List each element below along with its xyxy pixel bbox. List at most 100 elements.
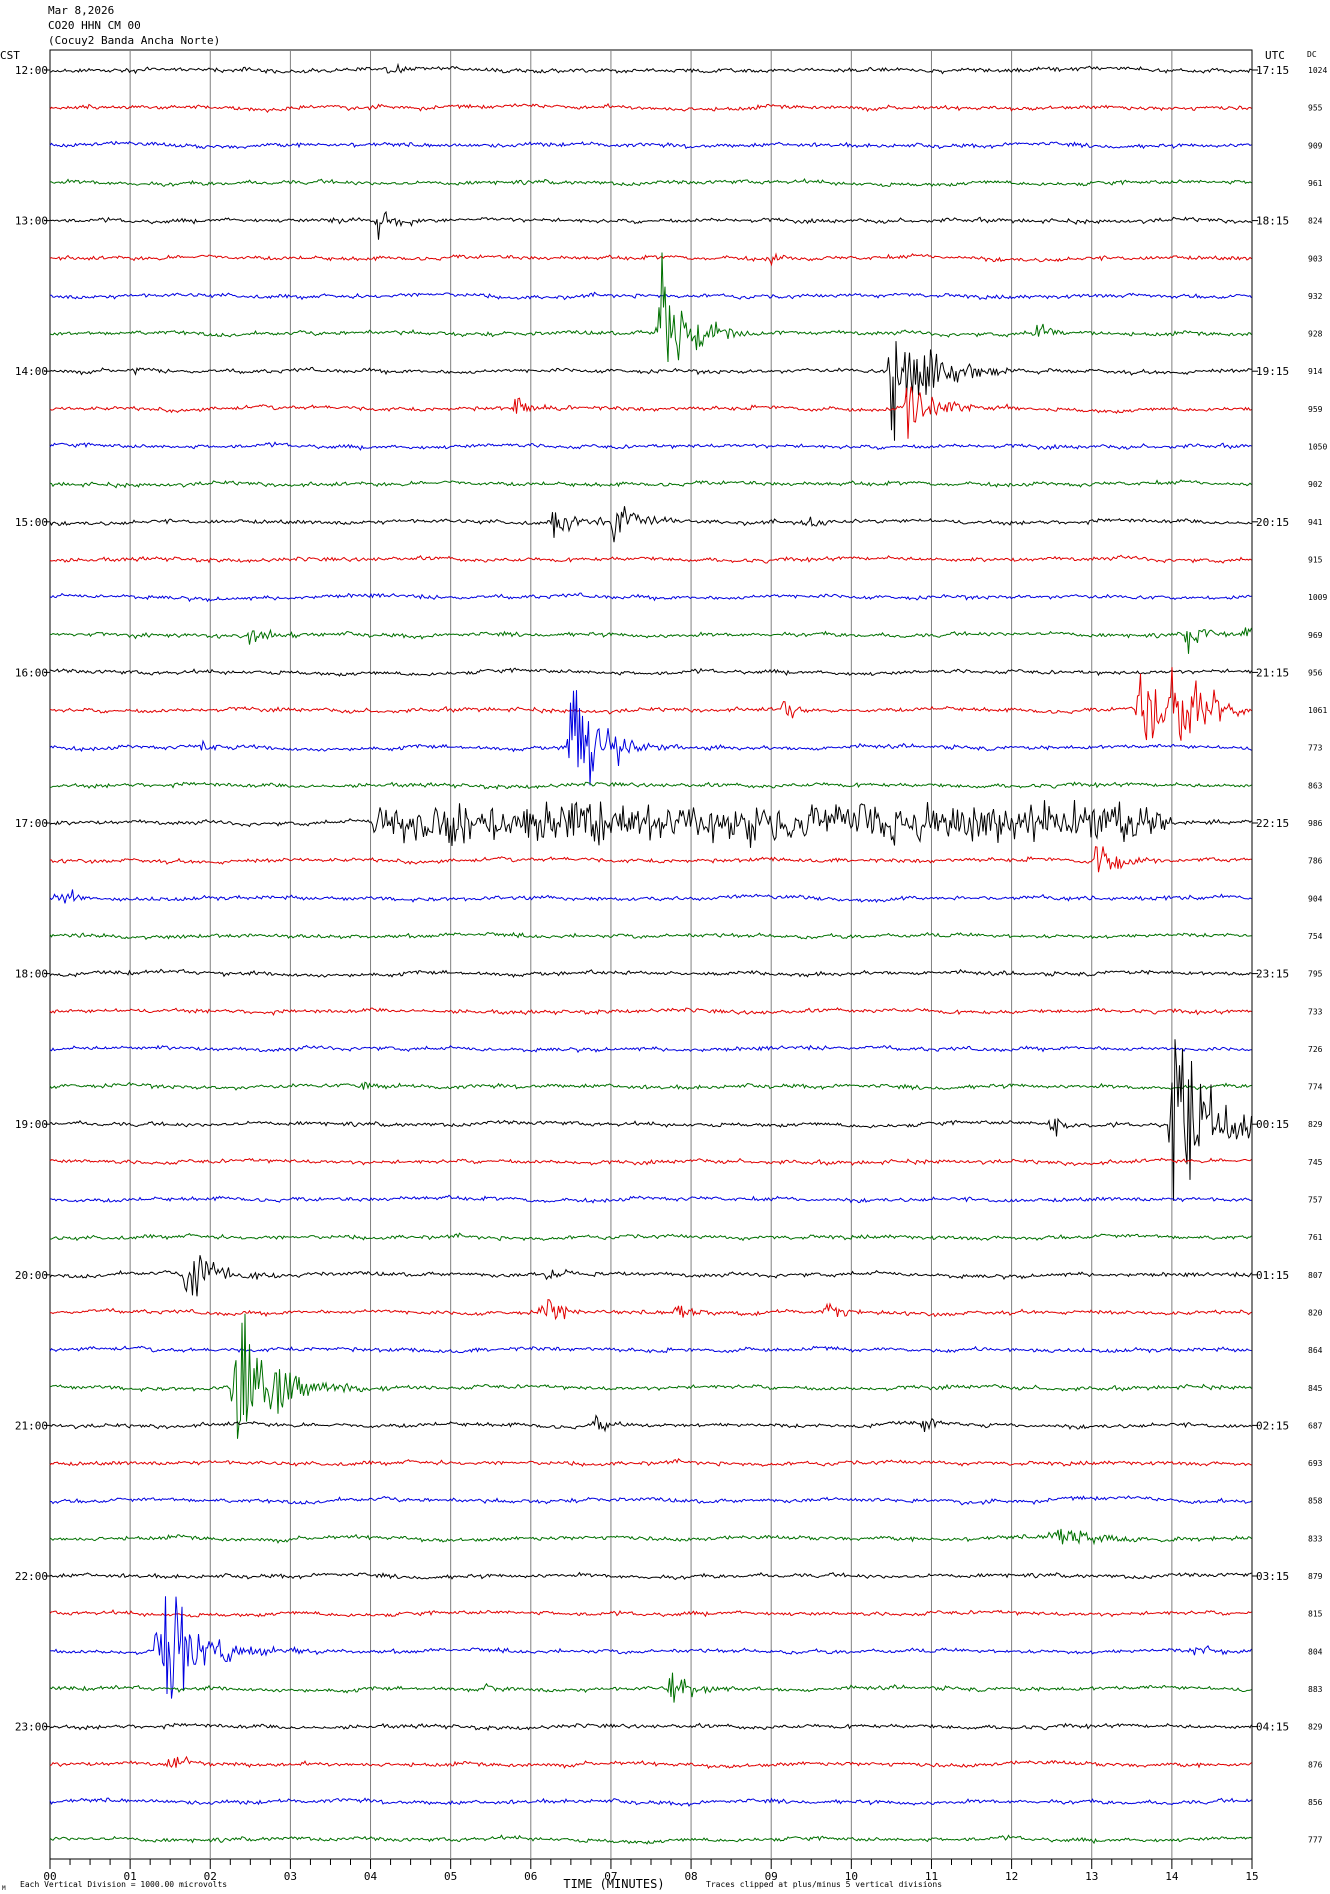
x-tick-label: 11 bbox=[925, 1870, 938, 1883]
dc-offset-label: 761 bbox=[1308, 1233, 1323, 1242]
trace-line-19 bbox=[49, 781, 1252, 791]
right-hour-label: 19:15 bbox=[1256, 365, 1289, 378]
left-hour-label: 15:00 bbox=[15, 516, 48, 529]
dc-offset-label: 815 bbox=[1308, 1610, 1323, 1619]
dc-offset-label: 956 bbox=[1308, 668, 1323, 677]
dc-offset-label: 864 bbox=[1308, 1346, 1323, 1355]
trace-line-44 bbox=[49, 1722, 1252, 1732]
trace-line-21 bbox=[50, 846, 1252, 873]
trace-line-42 bbox=[49, 1596, 1252, 1699]
trace-line-4 bbox=[49, 210, 1252, 240]
x-tick-label: 12 bbox=[1005, 1870, 1018, 1883]
trace-line-5 bbox=[49, 252, 1252, 267]
dc-offset-label: 969 bbox=[1308, 631, 1323, 640]
trace-line-47 bbox=[49, 1834, 1252, 1845]
dc-offset-label: 777 bbox=[1308, 1836, 1323, 1845]
trace-line-12 bbox=[49, 506, 1252, 543]
dc-offset-label: 795 bbox=[1308, 970, 1323, 979]
x-tick-label: 09 bbox=[765, 1870, 778, 1883]
trace-line-7 bbox=[49, 252, 1252, 363]
x-tick-label: 06 bbox=[524, 1870, 537, 1883]
trace-line-1 bbox=[49, 102, 1252, 114]
x-tick-label: 03 bbox=[284, 1870, 297, 1883]
time-axis: 00 01 02 03 04 05 06 07 08 09 10 11 12 13 14 15 bbox=[43, 1859, 1259, 1883]
trace-line-26 bbox=[49, 1044, 1252, 1054]
left-hour-label: 12:00 bbox=[15, 64, 48, 77]
dc-offset-label: 903 bbox=[1308, 254, 1323, 263]
left-hour-label: 21:00 bbox=[15, 1419, 48, 1432]
trace-line-16 bbox=[49, 667, 1252, 677]
x-axis-title: TIME (MINUTES) bbox=[563, 1877, 664, 1891]
trace-line-46 bbox=[49, 1797, 1252, 1807]
dc-offset-label: 961 bbox=[1308, 179, 1323, 188]
trace-line-14 bbox=[49, 592, 1252, 603]
trace-line-35 bbox=[49, 1313, 1252, 1439]
trace-line-32 bbox=[49, 1255, 1252, 1297]
left-hour-labels: 12:00 13:00 14:00 15:00 16:00 17:00 18:00 19:00… bbox=[15, 64, 50, 1734]
right-hour-label: 23:15 bbox=[1256, 968, 1289, 981]
left-hour-label: 16:00 bbox=[15, 666, 48, 679]
right-hour-label: 17:15 bbox=[1256, 64, 1289, 77]
trace-line-36 bbox=[49, 1414, 1252, 1433]
right-hour-label: 22:15 bbox=[1256, 817, 1289, 830]
trace-line-40 bbox=[49, 1571, 1252, 1581]
trace-line-25 bbox=[49, 1007, 1252, 1017]
seismic-traces bbox=[49, 62, 1252, 1845]
right-hour-label: 20:15 bbox=[1256, 516, 1289, 529]
trace-line-13 bbox=[49, 554, 1252, 564]
dc-offset-label: 1050 bbox=[1308, 443, 1327, 452]
trace-line-15 bbox=[49, 627, 1252, 654]
right-hour-label: 00:15 bbox=[1256, 1118, 1289, 1131]
x-tick-label: 08 bbox=[684, 1870, 697, 1883]
left-hour-label: 19:00 bbox=[15, 1118, 48, 1131]
trace-line-28 bbox=[49, 1039, 1252, 1201]
dc-offset-label: 733 bbox=[1308, 1007, 1323, 1016]
right-hour-label: 02:15 bbox=[1256, 1419, 1289, 1432]
left-hour-label: 17:00 bbox=[15, 817, 48, 830]
dc-offset-label: 883 bbox=[1308, 1685, 1323, 1694]
x-tick-label: 00 bbox=[43, 1870, 56, 1883]
dc-offset-label: 876 bbox=[1308, 1760, 1323, 1769]
x-tick-label: 05 bbox=[444, 1870, 457, 1883]
trace-line-27 bbox=[49, 1081, 1252, 1091]
x-tick-label: 01 bbox=[124, 1870, 137, 1883]
right-hour-label: 03:15 bbox=[1256, 1570, 1289, 1583]
dc-offset-label: 986 bbox=[1308, 819, 1323, 828]
dc-header-label: DC bbox=[1307, 50, 1317, 59]
dc-offset-label: 687 bbox=[1308, 1421, 1323, 1430]
left-hour-label: 13:00 bbox=[15, 215, 48, 228]
dc-offset-label: 820 bbox=[1308, 1308, 1323, 1317]
right-hour-label: 18:15 bbox=[1256, 215, 1289, 228]
trace-line-6 bbox=[50, 291, 1252, 301]
corner-mark: M bbox=[2, 1885, 6, 1892]
dc-offset-label: 928 bbox=[1308, 330, 1323, 339]
x-tick-label: 13 bbox=[1085, 1870, 1098, 1883]
left-hour-label: 18:00 bbox=[15, 968, 48, 981]
dc-offset-label: 1061 bbox=[1308, 706, 1327, 715]
trace-line-38 bbox=[50, 1495, 1252, 1506]
x-tick-label: 10 bbox=[845, 1870, 858, 1883]
dc-offset-label: 786 bbox=[1308, 857, 1323, 866]
dc-offset-label: 774 bbox=[1308, 1083, 1323, 1092]
clip-note: Traces clipped at plus/minus 5 vertical … bbox=[706, 1880, 942, 1889]
left-timezone-label: CST bbox=[0, 49, 20, 62]
trace-line-22 bbox=[49, 889, 1252, 904]
dc-offset-label: 726 bbox=[1308, 1045, 1323, 1054]
x-tick-label: 14 bbox=[1165, 1870, 1179, 1883]
plot-frame bbox=[49, 49, 1253, 1860]
trace-line-45 bbox=[49, 1755, 1252, 1770]
dc-offset-label: 932 bbox=[1308, 292, 1323, 301]
right-timezone-label: UTC bbox=[1265, 49, 1285, 62]
x-tick-label: 15 bbox=[1245, 1870, 1258, 1883]
right-hour-label: 04:15 bbox=[1256, 1721, 1289, 1734]
dc-offset-label: 858 bbox=[1308, 1497, 1323, 1506]
dc-offset-label: 757 bbox=[1308, 1196, 1323, 1205]
dc-offset-label: 807 bbox=[1308, 1271, 1323, 1280]
right-hour-label: 01:15 bbox=[1256, 1269, 1289, 1282]
trace-line-17 bbox=[49, 667, 1252, 741]
dc-offset-label: 914 bbox=[1308, 367, 1323, 376]
trace-line-37 bbox=[49, 1457, 1252, 1467]
x-tick-label: 07 bbox=[604, 1870, 617, 1883]
trace-line-10 bbox=[49, 441, 1252, 451]
dc-offset-label: 773 bbox=[1308, 744, 1323, 753]
